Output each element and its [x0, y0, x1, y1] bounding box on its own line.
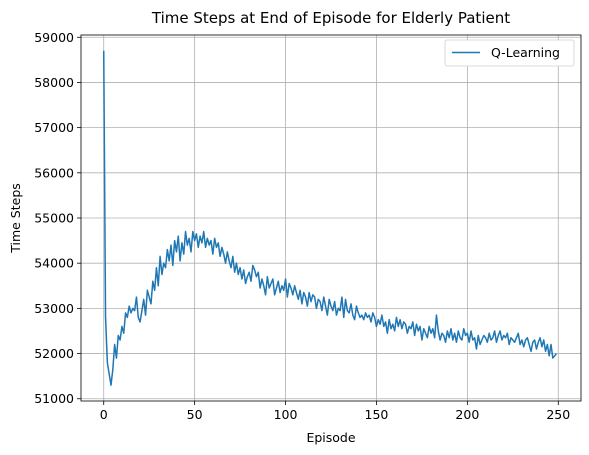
x-tick-label: 250 [546, 407, 570, 422]
y-tick-label: 51000 [34, 391, 74, 406]
x-tick-label: 50 [187, 407, 203, 422]
y-tick-label: 57000 [34, 120, 74, 135]
y-tick-label: 55000 [34, 211, 74, 226]
x-tick-label: 100 [274, 407, 298, 422]
x-tick-label: 200 [455, 407, 479, 422]
axis-ticks: 0 50 100 150 200 250 51000 52000 53000 54000 55000… [34, 30, 570, 422]
y-tick-label: 58000 [34, 75, 74, 90]
x-tick-label: 150 [365, 407, 389, 422]
y-tick-label: 54000 [34, 256, 74, 271]
legend-label-q-learning: Q-Learning [491, 45, 560, 60]
chart-title: Time Steps at End of Episode for Elderly… [151, 9, 510, 27]
grid [81, 35, 581, 401]
y-tick-label: 56000 [34, 165, 74, 180]
plot-frame [80, 34, 582, 402]
legend: Q-Learning [444, 39, 575, 67]
legend-box [444, 39, 575, 67]
y-axis-label: Time Steps [8, 183, 23, 254]
y-tick-label: 53000 [34, 301, 74, 316]
y-tick-label: 59000 [34, 30, 74, 45]
y-tick-label: 52000 [34, 346, 74, 361]
x-tick-label: 0 [100, 407, 108, 422]
x-axis-label: Episode [306, 430, 355, 445]
series-line-q-learning [102, 50, 558, 386]
